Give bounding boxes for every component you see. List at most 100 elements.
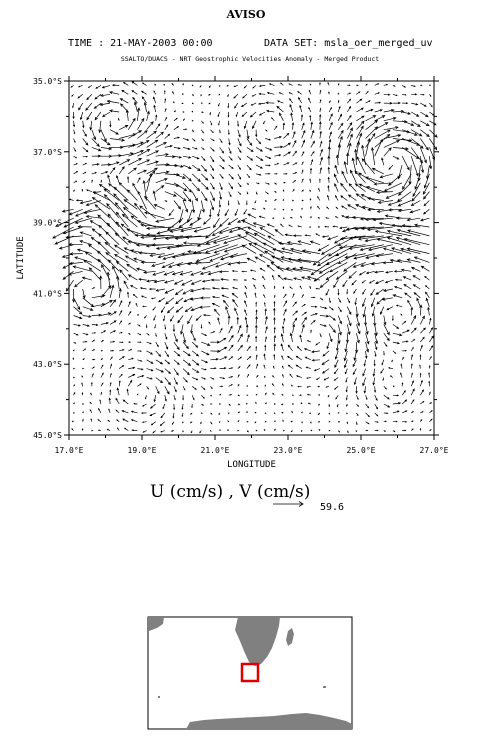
velocity-arrow bbox=[395, 236, 421, 246]
velocity-arrow bbox=[392, 147, 409, 151]
velocity-arrow bbox=[356, 155, 366, 175]
velocity-arrow bbox=[146, 110, 150, 121]
velocity-arrow bbox=[255, 309, 258, 316]
velocity-arrow bbox=[348, 244, 375, 250]
velocity-arrow bbox=[371, 306, 376, 317]
velocity-arrow bbox=[328, 100, 331, 104]
velocity-arrow bbox=[310, 205, 312, 210]
velocity-arrow bbox=[301, 249, 320, 254]
velocity-arrow bbox=[255, 374, 259, 378]
velocity-arrow bbox=[305, 366, 311, 369]
velocity-arrow bbox=[420, 265, 430, 272]
velocity-arrow bbox=[199, 270, 211, 275]
velocity-arrow bbox=[199, 296, 211, 300]
velocity-arrow bbox=[87, 85, 92, 88]
velocity-arrow bbox=[86, 111, 93, 121]
velocity-arrow bbox=[182, 173, 192, 182]
velocity-arrow bbox=[202, 313, 211, 317]
velocity-arrow bbox=[304, 356, 311, 361]
velocity-arrow bbox=[218, 200, 222, 208]
velocity-arrow bbox=[116, 427, 120, 431]
velocity-arrow bbox=[383, 139, 401, 148]
velocity-arrow bbox=[329, 262, 348, 273]
velocity-arrow bbox=[283, 293, 287, 299]
velocity-arrow bbox=[109, 120, 112, 128]
velocity-arrow bbox=[410, 363, 413, 369]
velocity-arrow bbox=[190, 324, 194, 335]
velocity-arrow bbox=[265, 129, 268, 132]
velocity-arrow bbox=[280, 256, 302, 263]
velocity-arrow bbox=[115, 211, 129, 228]
velocity-arrow bbox=[310, 140, 315, 148]
velocity-arrow bbox=[246, 356, 252, 361]
velocity-arrow bbox=[319, 297, 324, 301]
velocity-arrow bbox=[373, 359, 376, 367]
velocity-arrow bbox=[218, 226, 238, 234]
velocity-arrow bbox=[263, 429, 266, 431]
velocity-arrow bbox=[146, 150, 160, 157]
velocity-arrow bbox=[374, 395, 378, 402]
dataset-label: DATA SET: msla_oer_merged_uv bbox=[264, 38, 433, 49]
velocity-arrow bbox=[354, 226, 375, 231]
velocity-arrow bbox=[175, 244, 202, 248]
velocity-arrow bbox=[340, 195, 348, 201]
velocity-arrow bbox=[77, 225, 92, 229]
velocity-arrow bbox=[182, 82, 184, 86]
velocity-arrow bbox=[144, 211, 165, 219]
velocity-arrow bbox=[182, 241, 211, 246]
velocity-arrow bbox=[128, 141, 144, 148]
velocity-arrow bbox=[343, 359, 348, 369]
velocity-arrow bbox=[310, 429, 313, 432]
velocity-arrow bbox=[254, 324, 258, 334]
velocity-arrow bbox=[137, 332, 142, 336]
velocity-arrow bbox=[119, 159, 131, 166]
velocity-arrow bbox=[109, 389, 112, 396]
velocity-arrow bbox=[317, 421, 320, 423]
velocity-arrow bbox=[210, 386, 213, 390]
velocity-arrow bbox=[328, 403, 331, 408]
velocity-arrow bbox=[410, 200, 421, 207]
velocity-arrow bbox=[283, 142, 292, 148]
velocity-arrow bbox=[397, 208, 412, 213]
velocity-arrow bbox=[365, 395, 368, 401]
velocity-arrow bbox=[352, 368, 357, 376]
velocity-arrow bbox=[301, 411, 303, 414]
velocity-arrow bbox=[98, 183, 111, 192]
velocity-arrow bbox=[255, 429, 258, 432]
velocity-arrow bbox=[429, 391, 431, 396]
velocity-arrow bbox=[82, 315, 92, 318]
velocity-arrow bbox=[118, 309, 123, 316]
velocity-arrow bbox=[424, 275, 430, 281]
velocity-arrow bbox=[228, 155, 233, 161]
velocity-arrow bbox=[232, 298, 239, 307]
velocity-arrow bbox=[201, 138, 204, 141]
velocity-arrow bbox=[210, 394, 213, 397]
velocity-arrow bbox=[311, 358, 320, 362]
velocity-arrow bbox=[365, 119, 379, 130]
velocity-arrow bbox=[74, 208, 92, 217]
velocity-arrow bbox=[163, 83, 166, 86]
velocity-arrow bbox=[194, 261, 211, 265]
velocity-arrow bbox=[258, 84, 266, 87]
velocity-arrow bbox=[191, 386, 197, 391]
velocity-arrow bbox=[173, 403, 176, 411]
velocity-arrow bbox=[374, 83, 380, 86]
velocity-arrow bbox=[359, 244, 384, 251]
velocity-arrow bbox=[347, 84, 351, 87]
velocity-arrow bbox=[425, 297, 430, 307]
velocity-arrow bbox=[189, 217, 202, 226]
velocity-arrow bbox=[164, 155, 176, 159]
x-tick-label: 17.0°E bbox=[55, 446, 84, 455]
velocity-arrow bbox=[227, 262, 238, 266]
velocity-arrow bbox=[292, 267, 311, 272]
velocity-arrow bbox=[317, 217, 321, 219]
velocity-arrow bbox=[126, 176, 130, 183]
velocity-arrow bbox=[100, 299, 113, 308]
velocity-arrow bbox=[182, 368, 190, 376]
velocity-arrow bbox=[301, 139, 306, 148]
velocity-arrow bbox=[119, 365, 125, 369]
velocity-arrow bbox=[328, 113, 333, 121]
velocity-arrow bbox=[187, 209, 193, 224]
velocity-arrow bbox=[107, 174, 111, 183]
velocity-arrow bbox=[382, 377, 385, 381]
